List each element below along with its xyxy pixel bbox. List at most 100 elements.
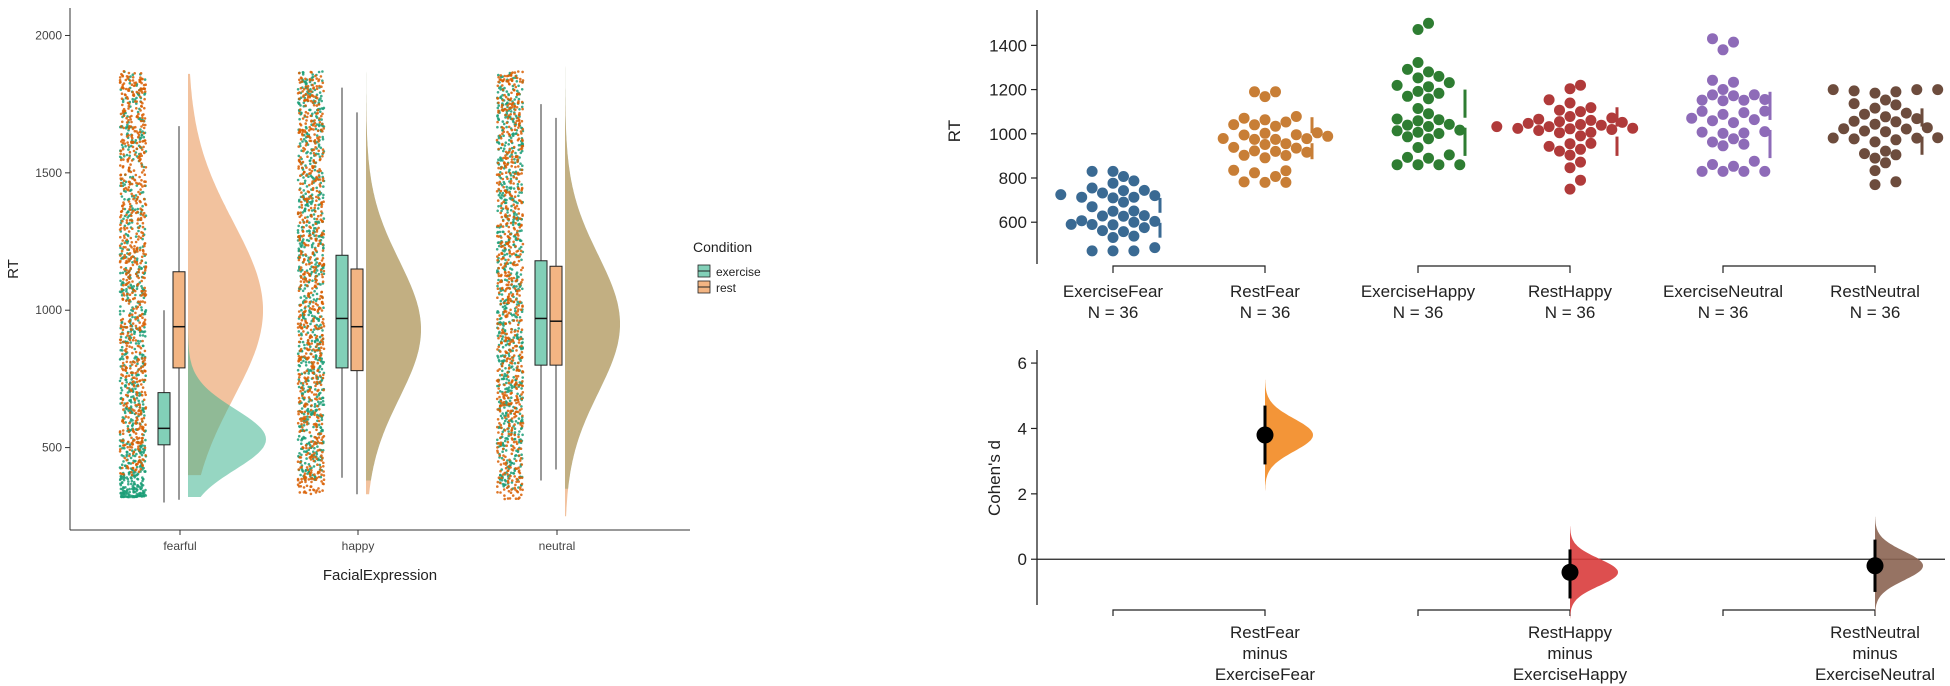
data-point (516, 365, 519, 368)
data-point (129, 266, 132, 270)
data-point (509, 340, 513, 344)
swarm-point (1402, 131, 1413, 143)
swarm-point (1118, 210, 1129, 222)
swarm-point (1564, 162, 1576, 174)
data-point (520, 310, 524, 314)
data-point (510, 158, 514, 161)
data-point (514, 374, 518, 378)
data-point (138, 449, 141, 452)
data-point (320, 234, 323, 237)
data-point (501, 79, 505, 83)
data-point (139, 409, 142, 413)
data-point (318, 358, 322, 362)
data-point (521, 213, 524, 216)
data-point (132, 197, 135, 201)
data-point (520, 149, 524, 153)
data-point (509, 246, 513, 249)
data-point (507, 396, 510, 400)
data-point (521, 488, 524, 492)
data-point (316, 463, 319, 467)
swarm-point (1228, 141, 1240, 153)
data-point (127, 493, 131, 497)
swarm-point (1259, 127, 1271, 139)
data-point (313, 139, 317, 142)
data-point (517, 207, 520, 211)
data-point (504, 141, 508, 144)
data-point (127, 302, 131, 305)
data-point (124, 246, 127, 249)
data-point (125, 116, 128, 120)
data-point (141, 316, 144, 320)
swarm-point (1869, 87, 1881, 99)
data-point (506, 211, 509, 214)
data-point (307, 292, 311, 295)
data-point (497, 266, 501, 270)
data-point (301, 340, 305, 344)
data-point (141, 140, 144, 143)
data-point (512, 243, 516, 246)
data-point (314, 222, 318, 225)
data-point (141, 357, 144, 360)
data-point (138, 192, 142, 196)
data-point (301, 117, 305, 120)
data-point (305, 142, 309, 145)
data-point (133, 153, 137, 156)
data-point (143, 93, 146, 96)
data-point (516, 182, 520, 186)
data-point (501, 392, 505, 396)
data-point (299, 104, 302, 107)
data-point (304, 415, 307, 419)
data-point (514, 312, 518, 315)
data-point (144, 488, 147, 492)
data-point (311, 188, 315, 191)
data-point (511, 198, 514, 202)
data-point (297, 364, 301, 367)
data-point (306, 472, 309, 475)
data-point (520, 258, 523, 262)
swarm-point (1128, 191, 1140, 203)
swarm-point (1932, 132, 1944, 144)
data-point (128, 273, 132, 277)
data-point (504, 274, 507, 277)
data-point (121, 382, 124, 385)
data-point (300, 453, 303, 457)
data-point (317, 436, 321, 439)
swarm-point (1412, 103, 1424, 114)
data-point (125, 121, 129, 124)
data-point (502, 185, 506, 189)
data-point (301, 384, 305, 387)
data-point (134, 173, 138, 177)
data-point (135, 490, 138, 493)
data-point (120, 210, 123, 213)
data-point (498, 383, 501, 387)
data-point (503, 246, 507, 250)
data-point (129, 205, 132, 209)
data-point (141, 91, 144, 94)
data-point (300, 206, 304, 209)
data-point (299, 390, 302, 393)
data-point (321, 135, 325, 139)
data-point (319, 401, 323, 404)
data-point (504, 154, 507, 157)
data-point (515, 273, 518, 276)
swarm-ExerciseNeutral (1686, 33, 1771, 177)
data-point (119, 259, 122, 263)
data-point (496, 296, 499, 300)
data-point (135, 248, 138, 252)
data-point (143, 301, 147, 304)
data-point (521, 164, 524, 167)
data-point (118, 431, 122, 434)
data-point (306, 84, 310, 88)
data-point (508, 250, 512, 253)
data-point (518, 121, 521, 125)
data-point (305, 115, 309, 119)
data-point (128, 79, 132, 83)
data-point (307, 478, 311, 481)
data-point (313, 179, 317, 183)
data-point (134, 371, 137, 375)
data-point (120, 184, 123, 188)
data-point (503, 189, 507, 192)
data-point (514, 263, 517, 267)
swarm-point (1543, 94, 1555, 106)
data-point (517, 84, 520, 88)
